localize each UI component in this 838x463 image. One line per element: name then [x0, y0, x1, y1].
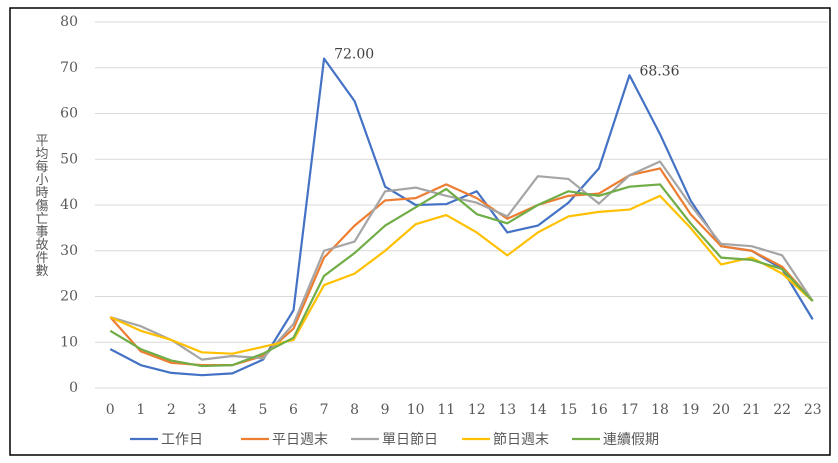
legend-label: 單日節日 [382, 431, 438, 448]
x-tick-label: 0 [106, 402, 115, 418]
y-tick-label: 10 [60, 334, 78, 350]
legend-label: 工作日 [161, 432, 203, 448]
y-axis-title: 平均每小時傷亡事故件數 [33, 134, 49, 278]
y-tick-label: 50 [60, 151, 78, 167]
x-tick-label: 6 [289, 402, 298, 418]
x-tick-label: 14 [529, 402, 547, 418]
x-tick-label: 23 [804, 402, 822, 418]
y-tick-label: 30 [60, 243, 78, 259]
series-line [109, 57, 814, 377]
y-tick-label: 70 [60, 60, 78, 76]
x-tick-label: 9 [381, 402, 390, 418]
x-tick-label: 7 [320, 402, 329, 418]
legend-label: 平日週末 [272, 432, 328, 448]
x-tick-label: 18 [651, 402, 669, 418]
x-tick-label: 22 [773, 402, 791, 418]
y-tick-label: 0 [69, 380, 78, 396]
x-tick-label: 20 [712, 402, 730, 418]
x-tick-label: 12 [468, 402, 486, 418]
x-tick-label: 15 [559, 402, 577, 418]
y-tick-label: 40 [60, 197, 78, 213]
data-label: 72.00 [334, 47, 374, 63]
y-tick-label: 80 [60, 14, 78, 30]
x-tick-label: 4 [228, 402, 237, 418]
x-tick-label: 21 [743, 402, 761, 418]
x-tick-label: 17 [621, 402, 639, 418]
x-tick-label: 3 [197, 402, 206, 418]
x-tick-label: 10 [407, 402, 425, 418]
x-tick-label: 8 [350, 402, 359, 418]
legend-label: 連續假期 [603, 432, 659, 448]
x-tick-label: 1 [136, 402, 145, 418]
data-label: 68.36 [639, 63, 679, 79]
x-tick-label: 19 [682, 402, 700, 418]
x-tick-label: 5 [259, 402, 268, 418]
legend-label: 節日週末 [493, 431, 549, 448]
x-tick-label: 16 [590, 402, 608, 418]
series-line [109, 160, 814, 361]
x-tick-label: 13 [498, 402, 516, 418]
series-line [109, 194, 814, 355]
y-tick-label: 60 [60, 106, 78, 122]
x-tick-label: 11 [437, 402, 455, 418]
x-tick-label: 2 [167, 402, 176, 418]
y-tick-label: 20 [60, 289, 78, 305]
series-line [109, 183, 814, 368]
